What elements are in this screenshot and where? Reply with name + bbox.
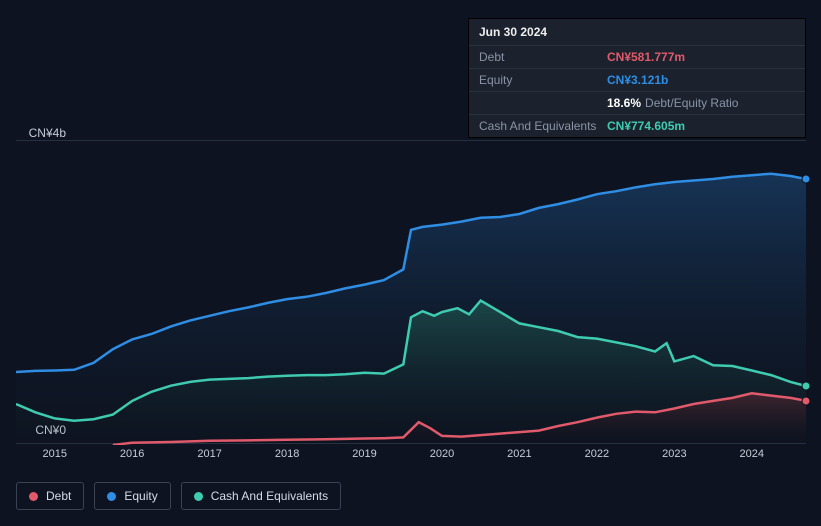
tooltip-value: CN¥774.605m: [607, 119, 685, 133]
legend-item-equity[interactable]: Equity: [94, 482, 170, 510]
tooltip-value: CN¥581.777m: [607, 50, 685, 64]
x-tick: 2022: [585, 448, 609, 460]
x-tick: 2024: [740, 448, 764, 460]
legend-label: Debt: [46, 489, 71, 503]
tooltip-row-debt: Debt CN¥581.777m: [469, 45, 805, 68]
tooltip-row-ratio: 18.6% Debt/Equity Ratio: [469, 91, 805, 114]
end-marker-debt: [802, 396, 811, 405]
end-marker-cash: [802, 382, 811, 391]
tooltip-value: 18.6%: [607, 96, 641, 110]
legend-swatch-icon: [194, 492, 203, 501]
x-tick: 2016: [120, 448, 144, 460]
legend-item-cash[interactable]: Cash And Equivalents: [181, 482, 341, 510]
tooltip-label: [479, 96, 607, 110]
tooltip-label: Cash And Equivalents: [479, 119, 607, 133]
x-tick: 2017: [197, 448, 221, 460]
tooltip-date: Jun 30 2024: [469, 19, 805, 45]
chart-svg: [16, 141, 806, 445]
chart-plot-area[interactable]: [16, 140, 806, 444]
x-tick: 2020: [430, 448, 454, 460]
legend-label: Equity: [124, 489, 157, 503]
chart-panel: { "tooltip": { "date": "Jun 30 2024", "r…: [0, 0, 821, 526]
x-tick: 2018: [275, 448, 299, 460]
x-axis: 2015 2016 2017 2018 2019 2020 2021 2022 2023 2024: [16, 448, 806, 468]
x-tick: 2023: [662, 448, 686, 460]
legend-swatch-icon: [107, 492, 116, 501]
tooltip-label: Debt: [479, 50, 607, 64]
tooltip-row-equity: Equity CN¥3.121b: [469, 68, 805, 91]
tooltip-label: Equity: [479, 73, 607, 87]
legend-label: Cash And Equivalents: [211, 489, 328, 503]
end-marker-equity: [802, 175, 811, 184]
tooltip-value: CN¥3.121b: [607, 73, 668, 87]
x-tick: 2019: [352, 448, 376, 460]
y-axis-label-max: CN¥4b: [20, 126, 66, 140]
tooltip-row-cash: Cash And Equivalents CN¥774.605m: [469, 114, 805, 137]
legend-swatch-icon: [29, 492, 38, 501]
datapoint-tooltip: Jun 30 2024 Debt CN¥581.777m Equity CN¥3…: [468, 18, 806, 138]
chart-legend: Debt Equity Cash And Equivalents: [16, 482, 341, 510]
x-tick: 2015: [42, 448, 66, 460]
legend-item-debt[interactable]: Debt: [16, 482, 84, 510]
tooltip-unit: Debt/Equity Ratio: [645, 96, 738, 110]
x-tick: 2021: [507, 448, 531, 460]
